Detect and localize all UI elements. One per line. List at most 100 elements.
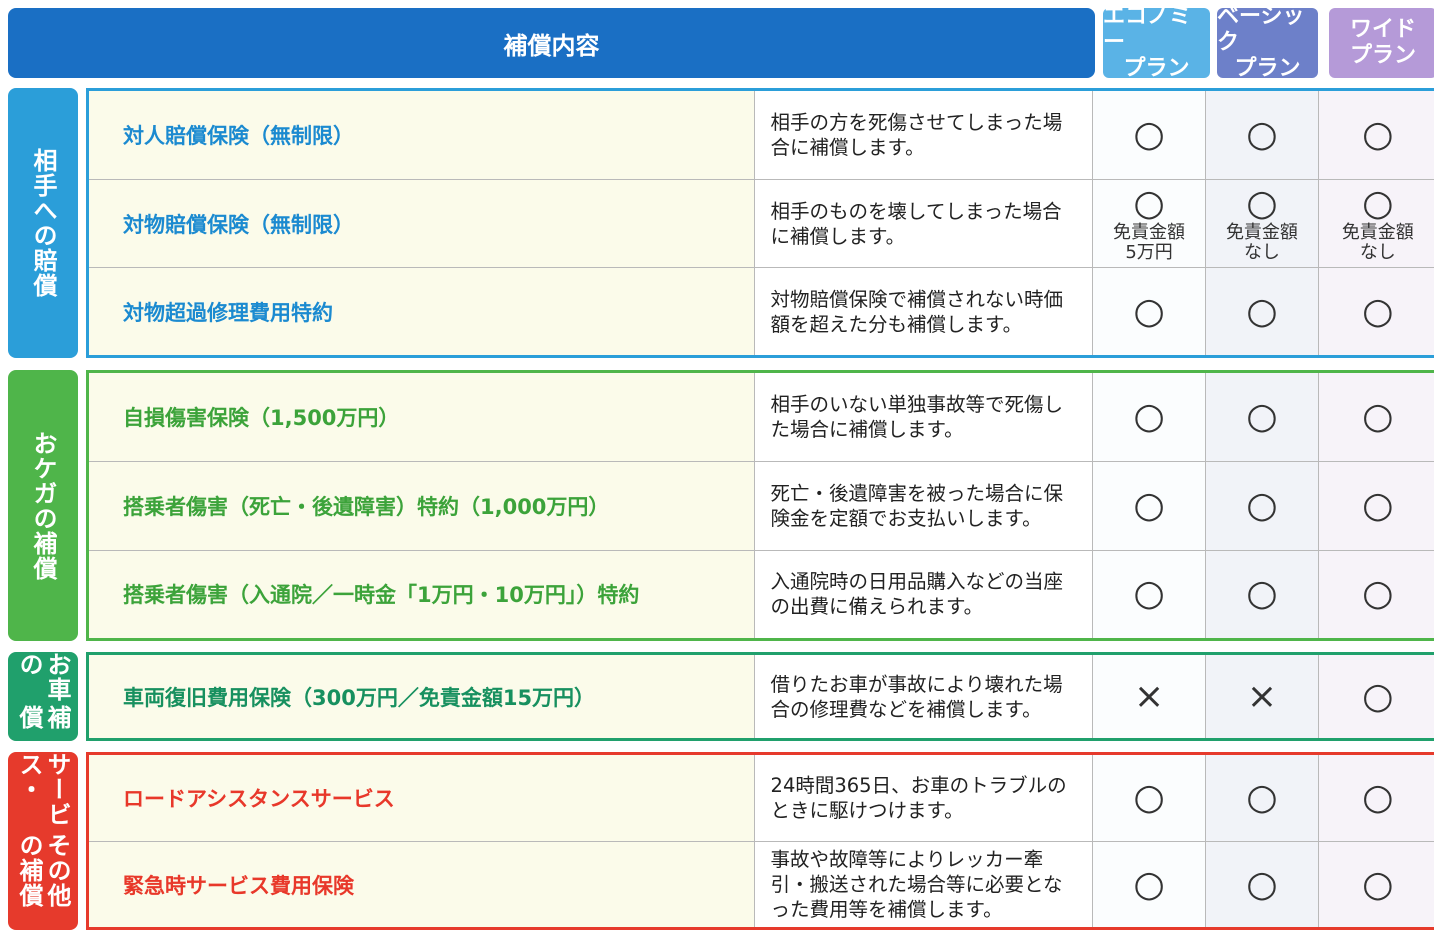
coverage-description: 対物賠償保険で補償されない時価額を超えた分も補償します。 <box>755 268 1093 355</box>
plan-cell: ○ <box>1318 550 1434 638</box>
plan-mark: × <box>1133 675 1165 717</box>
plan-mark: ○ <box>1246 573 1278 615</box>
coverage-description: 相手のいない単独事故等で死傷した場合に補償します。 <box>755 373 1093 462</box>
plan-mark: ○ <box>1133 863 1165 905</box>
group-box: 自損傷害保険（1,500万円） 相手のいない単独事故等で死傷した場合に補償します。… <box>86 370 1434 641</box>
group-label-line: 相手への賠償 <box>29 148 57 298</box>
table-row: ロードアシスタンスサービス 24時間365日、お車のトラブルのときに駆けつけます。… <box>89 755 1434 841</box>
plan-cell: ○ <box>1318 655 1434 738</box>
plan-mark: ○ <box>1362 396 1394 438</box>
plan-cell: ○ <box>1318 91 1434 179</box>
group-label-line: おケガの補償 <box>29 430 57 581</box>
plan-mark: ○ <box>1246 484 1278 526</box>
plan-header-line: プラン <box>1349 43 1416 68</box>
coverage-description: 借りたお車が事故により壊れた場合の修理費などを補償します。 <box>755 655 1093 738</box>
plan-header-line: ワイド <box>1349 17 1416 42</box>
plan-cell: ○ <box>1092 268 1207 355</box>
plan-cell: ○ 免責金額 なし <box>1318 180 1434 267</box>
plan-mark: ○ <box>1246 290 1278 332</box>
group-label-line: お車の <box>15 652 71 702</box>
coverage-name: 自損傷害保険（1,500万円） <box>89 373 755 462</box>
plan-cell: ○ <box>1206 842 1319 927</box>
table-row: 自損傷害保険（1,500万円） 相手のいない単独事故等で死傷した場合に補償します。… <box>89 373 1434 462</box>
plan-cell: ○ <box>1092 462 1207 550</box>
plan-header: エコノミー プラン <box>1103 4 1210 81</box>
plan-mark: ○ <box>1362 484 1394 526</box>
coverage-name: 緊急時サービス費用保険 <box>89 842 755 927</box>
header-title: 補償内容 <box>8 8 1095 78</box>
coverage-description: 相手のものを壊してしまった場合に補償します。 <box>755 180 1093 267</box>
plan-header-line: プラン <box>1123 56 1190 81</box>
plan-mark: ○ <box>1133 484 1165 526</box>
plan-mark: ○ <box>1362 290 1394 332</box>
coverage-description: 入通院時の日用品購入などの当座の出費に備えられます。 <box>755 550 1093 638</box>
coverage-name: 搭乗者傷害（死亡・後遺障害）特約（1,000万円） <box>89 462 755 550</box>
coverage-name: 対物超過修理費用特約 <box>89 268 755 355</box>
plan-header: ベーシック プラン <box>1217 4 1318 81</box>
plan-mark: ○ <box>1362 675 1394 717</box>
plan-cell: ○ <box>1092 842 1207 927</box>
plan-cell: ○ <box>1206 268 1319 355</box>
plan-cell: ○ <box>1206 755 1319 841</box>
coverage-name: 車両復旧費用保険（300万円／免責金額15万円） <box>89 655 755 738</box>
group-box: ロードアシスタンスサービス 24時間365日、お車のトラブルのときに駆けつけます。… <box>86 752 1434 930</box>
table-row: 車両復旧費用保険（300万円／免責金額15万円） 借りたお車が事故により壊れた場合… <box>89 655 1434 738</box>
plan-note: なし <box>1359 241 1396 263</box>
plan-cell: ○ <box>1318 755 1434 841</box>
group-label-line: サービス・ <box>15 752 71 827</box>
group-box: 対人賠償保険（無制限） 相手の方を死傷させてしまった場合に補償します。 ○ ○ ○ 対物賠… <box>86 88 1434 358</box>
plan-note: なし <box>1243 241 1280 263</box>
plan-mark: ○ <box>1362 114 1394 155</box>
coverage-name: 搭乗者傷害（入通院／一時金「1万円・10万円」）特約 <box>89 550 755 638</box>
plan-cell: ○ <box>1206 550 1319 638</box>
table-row: 対物賠償保険（無制限） 相手のものを壊してしまった場合に補償します。 ○ 免責金額 5万… <box>89 179 1434 267</box>
plan-cell: ○ 免責金額 5万円 <box>1092 180 1207 267</box>
plan-mark: ○ <box>1246 114 1278 155</box>
plan-header-line: エコノミー <box>1103 4 1192 55</box>
table-row: 搭乗者傷害（死亡・後遺障害）特約（1,000万円） 死亡・後遺障害を被った場合に保… <box>89 461 1434 550</box>
plan-mark: ○ <box>1362 182 1394 224</box>
plan-note: 5万円 <box>1125 241 1173 263</box>
coverage-description: 相手の方を死傷させてしまった場合に補償します。 <box>755 91 1093 179</box>
plan-header-line: ベーシック <box>1217 4 1305 55</box>
plan-note: 免責金額 <box>1113 221 1186 243</box>
plan-header: ワイド プラン <box>1329 8 1434 78</box>
plan-note: 免責金額 <box>1225 221 1298 243</box>
plan-cell: ○ <box>1318 373 1434 462</box>
group-label-line: その他の補償 <box>15 832 71 908</box>
plan-mark: ○ <box>1133 777 1165 818</box>
plan-mark: ○ <box>1133 290 1165 332</box>
plan-cell: ○ <box>1318 462 1434 550</box>
coverage-name: 対物賠償保険（無制限） <box>89 180 755 267</box>
plan-mark: ○ <box>1246 863 1278 905</box>
plan-mark: ○ <box>1362 777 1394 818</box>
plan-mark: ○ <box>1133 396 1165 438</box>
plan-mark: ○ <box>1362 863 1394 905</box>
plan-mark: × <box>1246 675 1278 717</box>
plan-mark: ○ <box>1246 396 1278 438</box>
plan-mark: ○ <box>1246 777 1278 818</box>
plan-mark: ○ <box>1133 114 1165 155</box>
plan-cell: ○ <box>1206 373 1319 462</box>
plan-mark: ○ <box>1246 182 1278 224</box>
table-row: 搭乗者傷害（入通院／一時金「1万円・10万円」）特約 入通院時の日用品購入などの当… <box>89 549 1434 638</box>
plan-cell: × <box>1092 655 1207 738</box>
plan-cell: ○ <box>1206 91 1319 179</box>
table-row: 対物超過修理費用特約 対物賠償保険で補償されない時価額を超えた分も補償します。 ○ ○… <box>89 267 1434 355</box>
group-label: おケガの補償 <box>8 370 78 641</box>
group-label-line: 補償 <box>15 705 71 731</box>
plan-cell: ○ <box>1318 842 1434 927</box>
plan-mark: ○ <box>1133 573 1165 615</box>
group-label: お車の 補償 <box>8 652 78 741</box>
plan-cell: ○ <box>1092 91 1207 179</box>
plan-cell: ○ <box>1318 268 1434 355</box>
plan-cell: ○ <box>1092 755 1207 841</box>
coverage-name: 対人賠償保険（無制限） <box>89 91 755 179</box>
plan-cell: ○ 免責金額 なし <box>1206 180 1319 267</box>
coverage-description: 死亡・後遺障害を被った場合に保険金を定額でお支払いします。 <box>755 462 1093 550</box>
coverage-description: 事故や故障等によりレッカー牽引・搬送された場合等に必要となった費用等を補償します… <box>755 842 1093 927</box>
plan-cell: ○ <box>1092 550 1207 638</box>
plan-mark: ○ <box>1362 573 1394 615</box>
group-label: サービス・ その他の補償 <box>8 752 78 930</box>
plan-header-line: プラン <box>1234 56 1301 81</box>
